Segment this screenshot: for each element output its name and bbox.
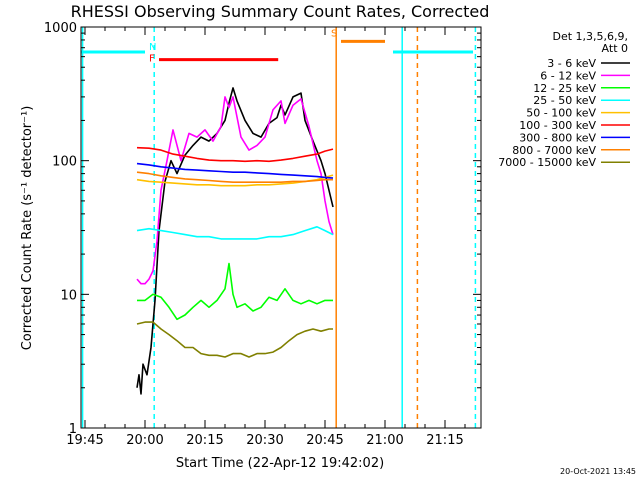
flag-label-1: S bbox=[331, 28, 337, 39]
legend-label-1: 6 - 12 keV bbox=[540, 69, 596, 82]
x-axis: 19:45 20:00 20:15 20:30 20:45 21:00 21:15 bbox=[66, 27, 466, 448]
y-tick-label-3: 1000 bbox=[44, 21, 77, 36]
legend-label-6: 300 - 800 keV bbox=[519, 131, 596, 144]
legend-label-0: 3 - 6 keV bbox=[547, 57, 596, 70]
plot-frame bbox=[80, 26, 482, 429]
y-tick-label-1: 10 bbox=[60, 288, 77, 303]
series-line-3 bbox=[136, 226, 334, 240]
y-tick-label-2: 100 bbox=[52, 155, 77, 170]
footer-timestamp: 20-Oct-2021 13:45 bbox=[560, 467, 636, 476]
flag-label-0: F bbox=[149, 54, 155, 65]
x-axis-label: Start Time (22-Apr-12 19:42:02) bbox=[176, 456, 384, 471]
x-tick-label-2: 20:15 bbox=[186, 433, 223, 448]
legend-label-7: 800 - 7000 keV bbox=[512, 144, 596, 157]
x-tick-label-4: 20:45 bbox=[306, 433, 343, 448]
x-tick-label-6: 21:15 bbox=[426, 433, 463, 448]
series-line-8 bbox=[136, 321, 333, 358]
series-line-1 bbox=[136, 96, 334, 285]
x-tick-label-3: 20:30 bbox=[246, 433, 283, 448]
legend-label-2: 12 - 25 keV bbox=[533, 82, 596, 95]
series-line-6 bbox=[136, 162, 334, 179]
flag-label-2: N bbox=[149, 42, 156, 53]
legend-label-4: 50 - 100 keV bbox=[526, 107, 596, 120]
series-line-5 bbox=[136, 146, 334, 163]
x-tick-label-5: 21:00 bbox=[366, 433, 403, 448]
legend-label-3: 25 - 50 keV bbox=[533, 94, 596, 107]
series-line-0 bbox=[136, 87, 334, 395]
y-tick-label-0: 1 bbox=[69, 422, 77, 437]
legend-label-5: 100 - 300 keV bbox=[519, 119, 596, 132]
series-line-7 bbox=[136, 171, 333, 183]
series-line-2 bbox=[137, 262, 333, 321]
plot-area: F S N bbox=[81, 27, 477, 428]
y-axis: 1 10 100 1000 bbox=[44, 21, 481, 437]
legend-label-8: 7000 - 15000 keV bbox=[498, 156, 596, 169]
x-tick-label-1: 20:00 bbox=[126, 433, 163, 448]
legend-header-1: Att 0 bbox=[602, 42, 628, 55]
y-axis-label: Corrected Count Rate (s⁻¹ detector⁻¹) bbox=[20, 106, 35, 351]
x-tick-label-0: 19:45 bbox=[66, 433, 103, 448]
chart-title: RHESSI Observing Summary Count Rates, Co… bbox=[71, 2, 490, 21]
legend-header-0: Det 1,3,5,6,9, bbox=[552, 30, 628, 43]
